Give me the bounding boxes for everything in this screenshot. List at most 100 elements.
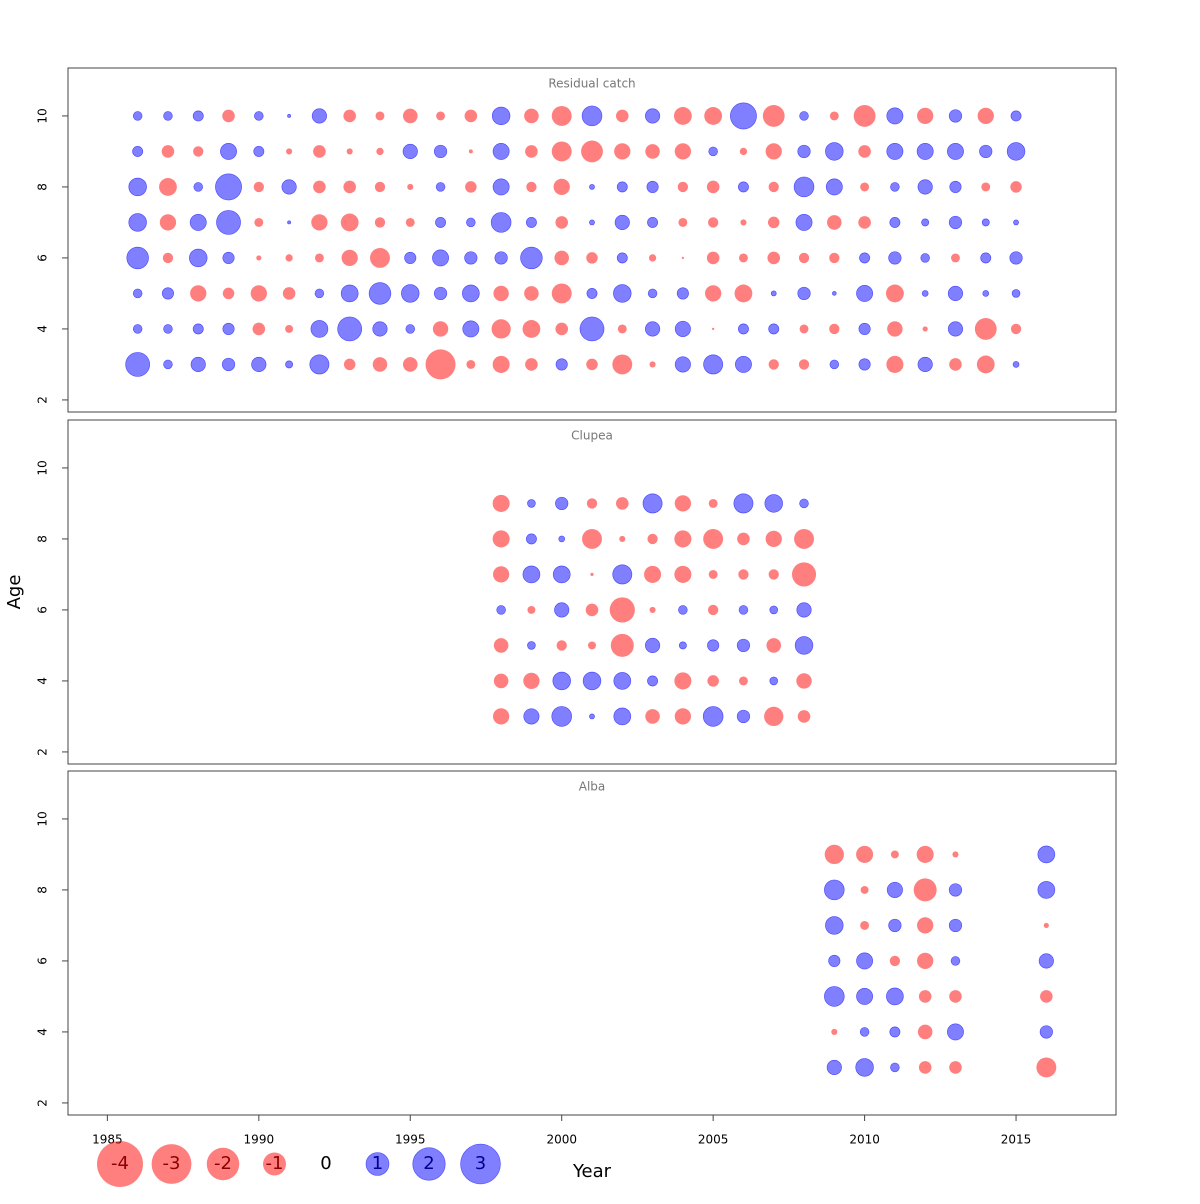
bubble — [589, 713, 595, 720]
bubble — [132, 324, 143, 334]
bubble — [645, 637, 661, 654]
legend-bubble — [97, 1141, 143, 1187]
bubble — [708, 569, 718, 579]
bubble — [551, 105, 572, 126]
bubble — [161, 287, 175, 300]
bubble — [433, 144, 448, 159]
bubble — [859, 1027, 870, 1037]
legend-bubble — [412, 1147, 446, 1181]
bubble — [402, 108, 418, 124]
bubble — [612, 354, 633, 375]
y-tick-label: 8 — [36, 886, 50, 894]
bubble — [526, 181, 537, 193]
bubble — [252, 322, 266, 336]
bubble — [493, 673, 509, 689]
bubble — [853, 105, 876, 127]
y-tick-label: 6 — [36, 254, 50, 262]
bubble — [950, 956, 961, 966]
bubble — [981, 218, 990, 227]
bubble — [764, 494, 783, 513]
panel-frame — [67, 419, 1117, 765]
bubble — [824, 986, 845, 1007]
bubble — [681, 256, 685, 260]
bubble — [647, 675, 659, 687]
legend-bubble — [206, 1147, 240, 1181]
bubble — [337, 316, 363, 342]
bubble — [1010, 181, 1022, 193]
bubble — [947, 321, 964, 337]
bubble — [791, 562, 817, 587]
bubble — [738, 569, 749, 580]
bubble — [768, 359, 779, 370]
bubble — [706, 251, 720, 265]
bubble — [405, 324, 416, 334]
x-tick-label: 2015 — [1001, 1133, 1032, 1147]
bubble — [674, 320, 691, 337]
bubble — [890, 1062, 900, 1073]
bubble — [159, 178, 177, 196]
bubble — [796, 602, 812, 618]
bubble — [346, 148, 353, 155]
bubble — [917, 356, 933, 373]
bubble — [796, 673, 812, 689]
bubble — [888, 251, 902, 265]
bubble — [768, 569, 779, 580]
y-tick-label: 8 — [36, 183, 50, 191]
x-tick-label: 1995 — [395, 1133, 426, 1147]
bubble — [407, 183, 414, 190]
bubble — [766, 638, 782, 653]
bubble — [707, 675, 719, 687]
bubble — [285, 360, 294, 369]
bubble — [708, 604, 719, 616]
bubble — [281, 179, 297, 195]
x-tick-label: 2000 — [546, 1133, 577, 1147]
bubble — [705, 285, 722, 302]
bubble — [435, 216, 446, 228]
bubble — [886, 355, 904, 373]
bubble — [674, 530, 692, 548]
bubble — [254, 111, 264, 121]
bubble — [311, 214, 328, 231]
bubble — [161, 145, 175, 158]
bubble — [794, 528, 814, 549]
bubble — [645, 321, 661, 337]
bubble — [974, 318, 997, 340]
bubble — [314, 288, 325, 299]
y-tick-label: 8 — [36, 535, 50, 543]
bubble — [913, 878, 937, 902]
bubble — [768, 323, 780, 335]
bubble — [704, 107, 723, 125]
bubble — [888, 918, 902, 933]
bubble — [769, 605, 779, 615]
panel-title: Clupea — [571, 429, 613, 443]
y-tick-label: 4 — [36, 1028, 50, 1036]
bubble — [527, 499, 536, 508]
bubble — [126, 246, 149, 270]
bubble — [980, 252, 992, 264]
bubble — [826, 1059, 842, 1076]
bubble — [285, 324, 294, 333]
bubble — [948, 109, 963, 123]
bubble — [492, 142, 510, 160]
bubble — [128, 213, 147, 232]
bubble — [677, 181, 689, 193]
bubble — [282, 287, 296, 300]
bubble — [525, 358, 538, 371]
bubble — [522, 320, 541, 338]
bubble — [676, 287, 689, 300]
bubble — [162, 252, 174, 264]
bubble — [886, 107, 904, 125]
bubble — [340, 213, 359, 232]
bubble — [674, 495, 691, 512]
bubble — [889, 1026, 901, 1038]
bubble — [856, 284, 874, 302]
bubble — [885, 284, 904, 303]
bubble — [310, 320, 329, 338]
bubble — [1012, 361, 1020, 368]
bubble — [491, 319, 511, 339]
bubble — [192, 110, 204, 122]
bubble — [287, 113, 292, 118]
legend-bubble — [151, 1144, 192, 1184]
bubble — [922, 326, 928, 332]
bubble — [707, 639, 720, 652]
